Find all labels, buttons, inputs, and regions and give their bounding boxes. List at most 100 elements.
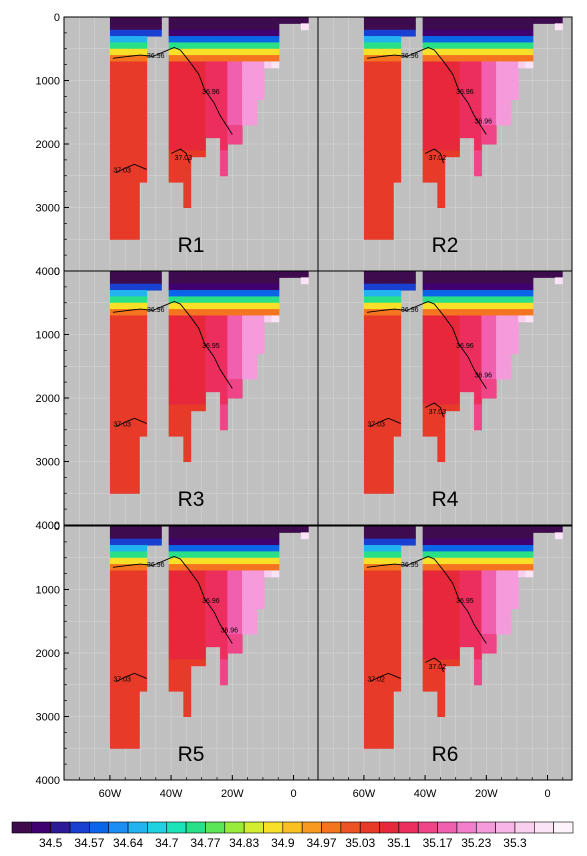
salinity-cell xyxy=(190,328,199,335)
salinity-cell xyxy=(452,137,460,145)
salinity-cell xyxy=(242,55,250,62)
salinity-cell xyxy=(168,163,177,170)
salinity-cell xyxy=(437,169,446,177)
salinity-cell xyxy=(363,703,372,711)
salinity-cell xyxy=(109,283,118,291)
colorbar-box xyxy=(185,821,206,834)
salinity-cell xyxy=(256,564,265,571)
salinity-cell xyxy=(212,290,221,297)
salinity-cell xyxy=(378,124,387,132)
salinity-cell xyxy=(378,42,387,50)
salinity-cell xyxy=(378,309,387,316)
salinity-cell xyxy=(466,334,475,342)
salinity-cell xyxy=(444,378,453,386)
salinity-cell xyxy=(488,557,497,565)
salinity-cell xyxy=(474,137,482,145)
salinity-cell xyxy=(168,640,177,648)
salinity-cell xyxy=(176,583,184,590)
salinity-cell xyxy=(496,105,504,113)
salinity-cell xyxy=(371,283,380,291)
salinity-cell xyxy=(378,61,387,69)
salinity-cell xyxy=(227,283,236,291)
salinity-cell xyxy=(444,74,453,81)
salinity-cell xyxy=(437,436,446,443)
salinity-cell xyxy=(109,557,118,565)
salinity-cell xyxy=(242,29,250,37)
salinity-cell xyxy=(385,17,394,24)
salinity-cell xyxy=(124,570,133,578)
salinity-cell xyxy=(459,296,468,304)
salinity-cell xyxy=(227,385,236,393)
salinity-cell xyxy=(227,646,236,654)
salinity-cell xyxy=(378,150,387,158)
salinity-cell xyxy=(510,29,519,37)
salinity-cell xyxy=(131,729,140,737)
salinity-cell xyxy=(363,532,372,540)
salinity-cell xyxy=(378,93,387,101)
salinity-cell xyxy=(176,684,184,692)
salinity-cell xyxy=(363,538,372,546)
salinity-cell xyxy=(481,137,490,145)
salinity-cell xyxy=(437,627,446,635)
salinity-cell xyxy=(131,417,140,424)
salinity-cell xyxy=(466,74,475,81)
salinity-cell xyxy=(264,23,272,31)
salinity-cells xyxy=(109,17,309,240)
salinity-cell xyxy=(437,188,446,196)
colorbar-box xyxy=(398,821,419,834)
salinity-cell xyxy=(452,633,460,641)
salinity-cell xyxy=(371,353,380,361)
salinity-cell xyxy=(300,17,309,24)
salinity-cell xyxy=(220,583,228,590)
salinity-cell xyxy=(452,144,460,151)
salinity-cell xyxy=(198,398,206,405)
salinity-cell xyxy=(131,614,140,622)
salinity-cell xyxy=(124,691,133,698)
salinity-cell xyxy=(452,564,460,571)
salinity-cell xyxy=(198,296,206,304)
salinity-cell xyxy=(422,290,431,297)
salinity-cell xyxy=(249,42,258,50)
salinity-cell xyxy=(176,532,184,540)
salinity-cell xyxy=(234,80,243,88)
salinity-cell xyxy=(525,271,534,278)
salinity-cell xyxy=(176,36,184,43)
salinity-cell xyxy=(256,589,265,597)
salinity-cell xyxy=(124,710,133,717)
salinity-cell xyxy=(459,17,468,24)
salinity-cell xyxy=(198,277,206,285)
salinity-cell xyxy=(444,309,453,316)
salinity-cell xyxy=(183,678,192,686)
salinity-cell xyxy=(444,124,453,132)
salinity-cell xyxy=(510,564,519,571)
panel-label: R6 xyxy=(432,743,459,766)
salinity-cell xyxy=(198,564,206,571)
salinity-cell xyxy=(510,271,519,278)
salinity-cell xyxy=(117,570,126,578)
salinity-cell xyxy=(124,17,133,24)
salinity-cell xyxy=(378,467,387,475)
salinity-cell xyxy=(363,99,372,107)
salinity-cell xyxy=(234,378,243,386)
salinity-cell xyxy=(466,23,475,31)
salinity-cell xyxy=(437,442,446,450)
salinity-cell xyxy=(452,614,460,622)
salinity-cell xyxy=(488,271,497,278)
salinity-cell xyxy=(385,283,394,291)
salinity-cell xyxy=(466,564,475,571)
salinity-cell xyxy=(212,551,221,559)
salinity-cell xyxy=(153,29,162,37)
salinity-cell xyxy=(363,124,372,132)
salinity-cell xyxy=(430,29,438,37)
salinity-cell xyxy=(371,80,380,88)
salinity-cell xyxy=(430,366,438,374)
salinity-cell xyxy=(437,526,446,533)
salinity-cell xyxy=(496,353,504,361)
salinity-cell xyxy=(430,144,438,151)
salinity-cell xyxy=(131,220,140,228)
salinity-cell xyxy=(212,640,221,648)
salinity-cell xyxy=(481,627,490,635)
salinity-cell xyxy=(452,608,460,616)
colorbar-box xyxy=(359,821,380,834)
salinity-cell xyxy=(139,353,148,361)
